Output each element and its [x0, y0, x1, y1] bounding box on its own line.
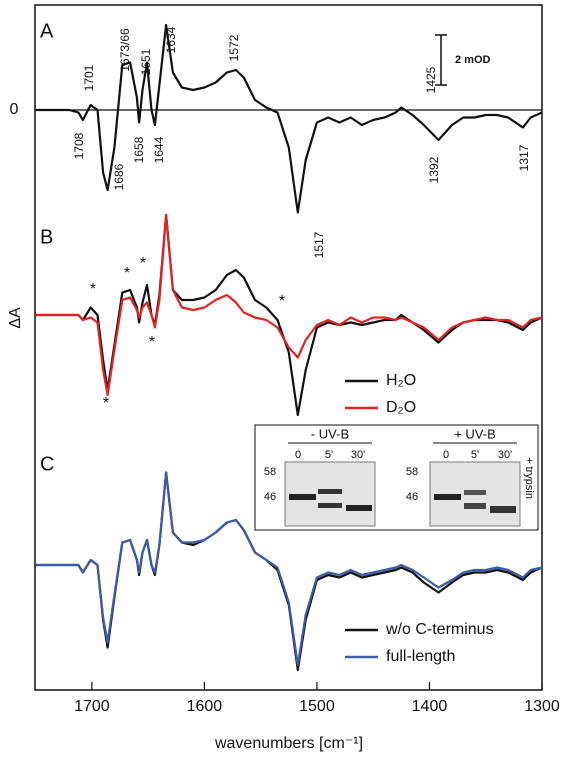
gel-band: [490, 506, 516, 513]
panel-letter: C: [40, 453, 54, 475]
gel-band: [464, 490, 486, 495]
y-axis-label: ΔA: [7, 307, 24, 329]
legend-label: w/o C-terminus: [385, 621, 494, 638]
peak-label: 1517: [312, 231, 326, 258]
x-tick-label: 1500: [299, 698, 335, 715]
peak-label: 1634: [164, 26, 178, 53]
lane-label: 5': [471, 449, 479, 461]
inset-title: + UV-B: [454, 426, 496, 441]
peak-label: 1708: [72, 132, 86, 159]
peak-label: 1572: [227, 34, 241, 61]
lane-label: 30': [498, 449, 512, 461]
annotation: *: [90, 281, 96, 298]
lane-label: 30': [351, 449, 365, 461]
spectrum-line: [36, 215, 542, 395]
spectrum-line: [36, 215, 542, 415]
annotation: *: [140, 255, 146, 272]
peak-label: 1658: [132, 136, 146, 163]
peak-label: 1317: [517, 144, 531, 171]
x-tick-label: 1400: [412, 698, 448, 715]
x-tick-label: 1700: [74, 698, 110, 715]
marker-label: 58: [264, 466, 276, 478]
gel-band: [289, 494, 316, 500]
x-tick-label: 1300: [524, 698, 560, 715]
peak-label: 1686: [112, 163, 126, 190]
panel-letter: B: [40, 226, 53, 248]
inset-side-label: + trypsin: [523, 457, 535, 499]
marker-label: 58: [406, 466, 418, 478]
peak-label: 1425: [424, 66, 438, 93]
figure: A B C 0 2 mOD 1708 1701 1686 1673/66 1658 1651 1…: [0, 0, 570, 760]
marker-label: 46: [406, 491, 418, 503]
peak-label: 1392: [427, 156, 441, 183]
gel-band: [464, 503, 486, 509]
gel-band: [346, 505, 372, 511]
annotation: *: [279, 293, 285, 310]
annotation: *: [124, 265, 130, 282]
gel-band: [318, 489, 342, 494]
legend-label: H₂O: [386, 372, 416, 389]
annotation: *: [103, 395, 109, 412]
peak-label: 1673/66: [118, 28, 132, 72]
gel-band: [434, 494, 461, 500]
lane-label: 5': [325, 449, 333, 461]
legend-label: full-length: [386, 648, 455, 665]
x-tick-label: 1600: [187, 698, 223, 715]
lane-label: 0: [295, 449, 301, 461]
legend-label: D₂O: [386, 399, 416, 416]
gel-band: [318, 503, 342, 508]
y-tick-label: 0: [10, 101, 19, 118]
peak-label: 1651: [139, 48, 153, 75]
peak-label: 1644: [152, 136, 166, 163]
scale-label: 2 mOD: [455, 54, 491, 66]
peak-label: 1701: [82, 64, 96, 91]
annotation: *: [149, 334, 155, 351]
marker-label: 46: [264, 491, 276, 503]
lane-label: 0: [443, 449, 449, 461]
panel-letter: A: [40, 20, 54, 42]
inset-title: - UV-B: [311, 426, 349, 441]
x-axis-label: wavenumbers [cm⁻¹]: [214, 735, 363, 752]
